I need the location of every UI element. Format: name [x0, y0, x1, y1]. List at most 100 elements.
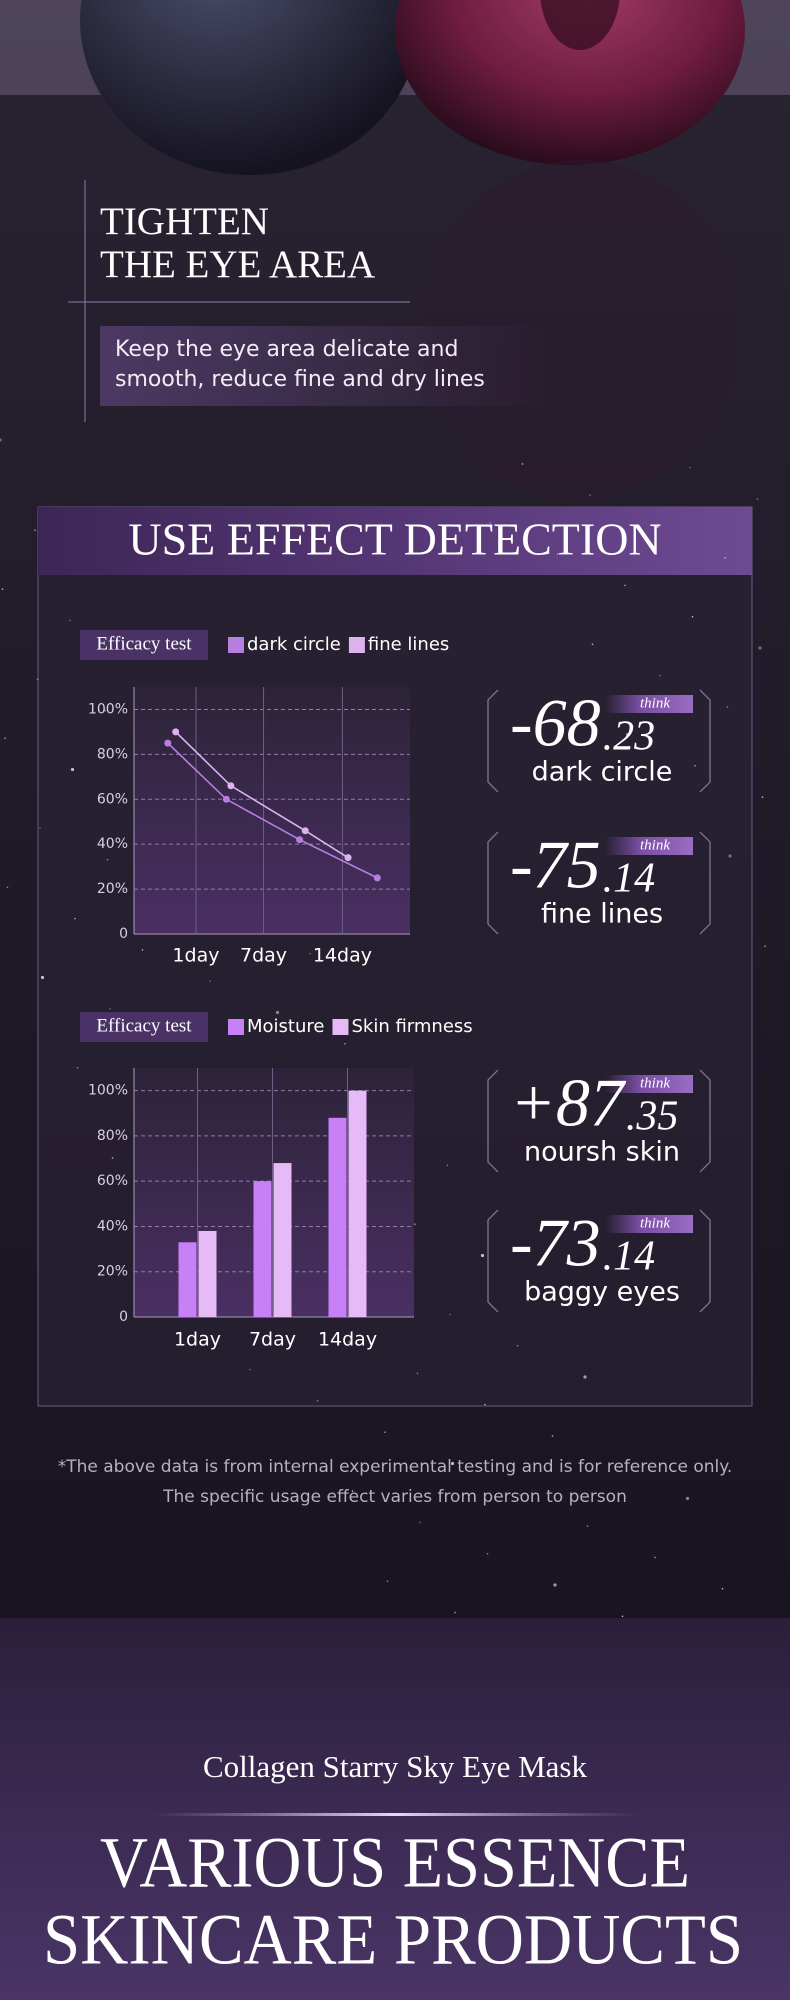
legend-swatch [228, 637, 244, 653]
tag-box [605, 1215, 693, 1233]
star [764, 945, 766, 947]
x-tick-label: 14day [313, 945, 372, 967]
star [521, 463, 524, 465]
y-tick-label: 0 [119, 1309, 128, 1325]
hero-title: TIGHTEN [100, 200, 269, 243]
star [489, 522, 491, 524]
footer-subtitle: Collagen Starry Sky Eye Mask [203, 1749, 588, 1784]
star [309, 952, 311, 955]
tag-box [605, 1075, 693, 1093]
point [344, 854, 352, 862]
star [104, 709, 106, 712]
tag: think [640, 695, 670, 711]
subtitle-box [100, 326, 550, 406]
bar [273, 1163, 292, 1317]
badge-box [80, 630, 208, 660]
star [484, 1403, 486, 1406]
bar [198, 1230, 217, 1317]
line [167, 742, 378, 879]
star [450, 1461, 455, 1466]
y-tick-label: 60% [97, 791, 128, 807]
star [586, 1525, 589, 1527]
star [619, 1466, 621, 1468]
stat-label: noursh skin [524, 1137, 680, 1168]
card-bracket [699, 689, 711, 793]
star [756, 498, 759, 500]
badge-box [80, 1012, 208, 1042]
stat-fraction: .35 [626, 1094, 679, 1140]
hero-title: THE EYE AREA [100, 243, 375, 286]
star [621, 1615, 624, 1618]
star [454, 1611, 456, 1614]
card-bracket [699, 1069, 711, 1173]
star [249, 1368, 251, 1371]
star [758, 646, 762, 650]
star [351, 1490, 354, 1492]
y-tick-label: 20% [97, 881, 128, 897]
legend-label: Skin firmness [351, 1016, 472, 1037]
footer-glow [150, 1813, 640, 1816]
x-tick-label: 1day [174, 1329, 221, 1351]
stat-fraction: .14 [603, 856, 656, 902]
star [556, 553, 559, 555]
point [227, 782, 235, 790]
star [685, 1496, 690, 1501]
bar [348, 1090, 367, 1317]
legend-label: fine lines [368, 634, 449, 655]
footnote: *The above data is from internal experim… [58, 1457, 733, 1477]
card-bracket [487, 1209, 499, 1313]
star [721, 1587, 724, 1590]
legend-swatch [332, 1019, 349, 1035]
point [296, 836, 304, 844]
tag-box [605, 695, 693, 713]
stat-main: +87 [510, 1065, 627, 1141]
footer-title: VARIOUS ESSENCE [100, 1823, 690, 1903]
star [591, 643, 594, 646]
stat-main: -75 [510, 827, 601, 903]
stat-label: fine lines [541, 899, 663, 930]
bar [253, 1181, 272, 1317]
point [172, 728, 180, 736]
star [724, 557, 726, 559]
tag: think [640, 1215, 670, 1231]
star [694, 765, 696, 767]
star [384, 1431, 386, 1433]
stat-label: baggy eyes [524, 1277, 680, 1308]
stat-main: -73 [510, 1205, 601, 1281]
footer-title: SKINCARE PRODUCTS [43, 1900, 743, 1980]
plum-pit [540, 0, 620, 50]
y-tick-label: 80% [97, 746, 128, 762]
legend-swatch [228, 1019, 244, 1035]
star [70, 767, 75, 772]
star [553, 1583, 557, 1587]
star [624, 584, 626, 587]
star [589, 494, 591, 497]
y-tick-label: 100% [88, 701, 128, 717]
legend-label: dark circle [247, 634, 341, 655]
x-tick-label: 7day [240, 945, 287, 967]
star [344, 1043, 346, 1045]
star [416, 1372, 419, 1375]
bar [328, 1117, 347, 1317]
star [726, 706, 729, 708]
tag: think [640, 1075, 670, 1091]
star [659, 674, 661, 677]
star [111, 1157, 114, 1159]
x-tick-label: 14day [318, 1329, 377, 1351]
star [74, 917, 76, 920]
card-bracket [487, 1069, 499, 1173]
legend-label: Moisture [247, 1016, 324, 1037]
star [551, 1435, 554, 1437]
bar [178, 1242, 197, 1317]
star [583, 1375, 587, 1379]
panel-title: USE EFFECT DETECTION [128, 514, 661, 565]
star [209, 980, 211, 982]
x-tick-label: 7day [249, 1329, 296, 1351]
line [175, 731, 349, 859]
badge: Efficacy test [96, 1015, 192, 1036]
stat-main: -68 [510, 685, 601, 761]
star [449, 1313, 451, 1316]
star [275, 1010, 280, 1015]
y-tick-label: 0 [119, 926, 128, 942]
x-tick-label: 1day [172, 945, 219, 967]
